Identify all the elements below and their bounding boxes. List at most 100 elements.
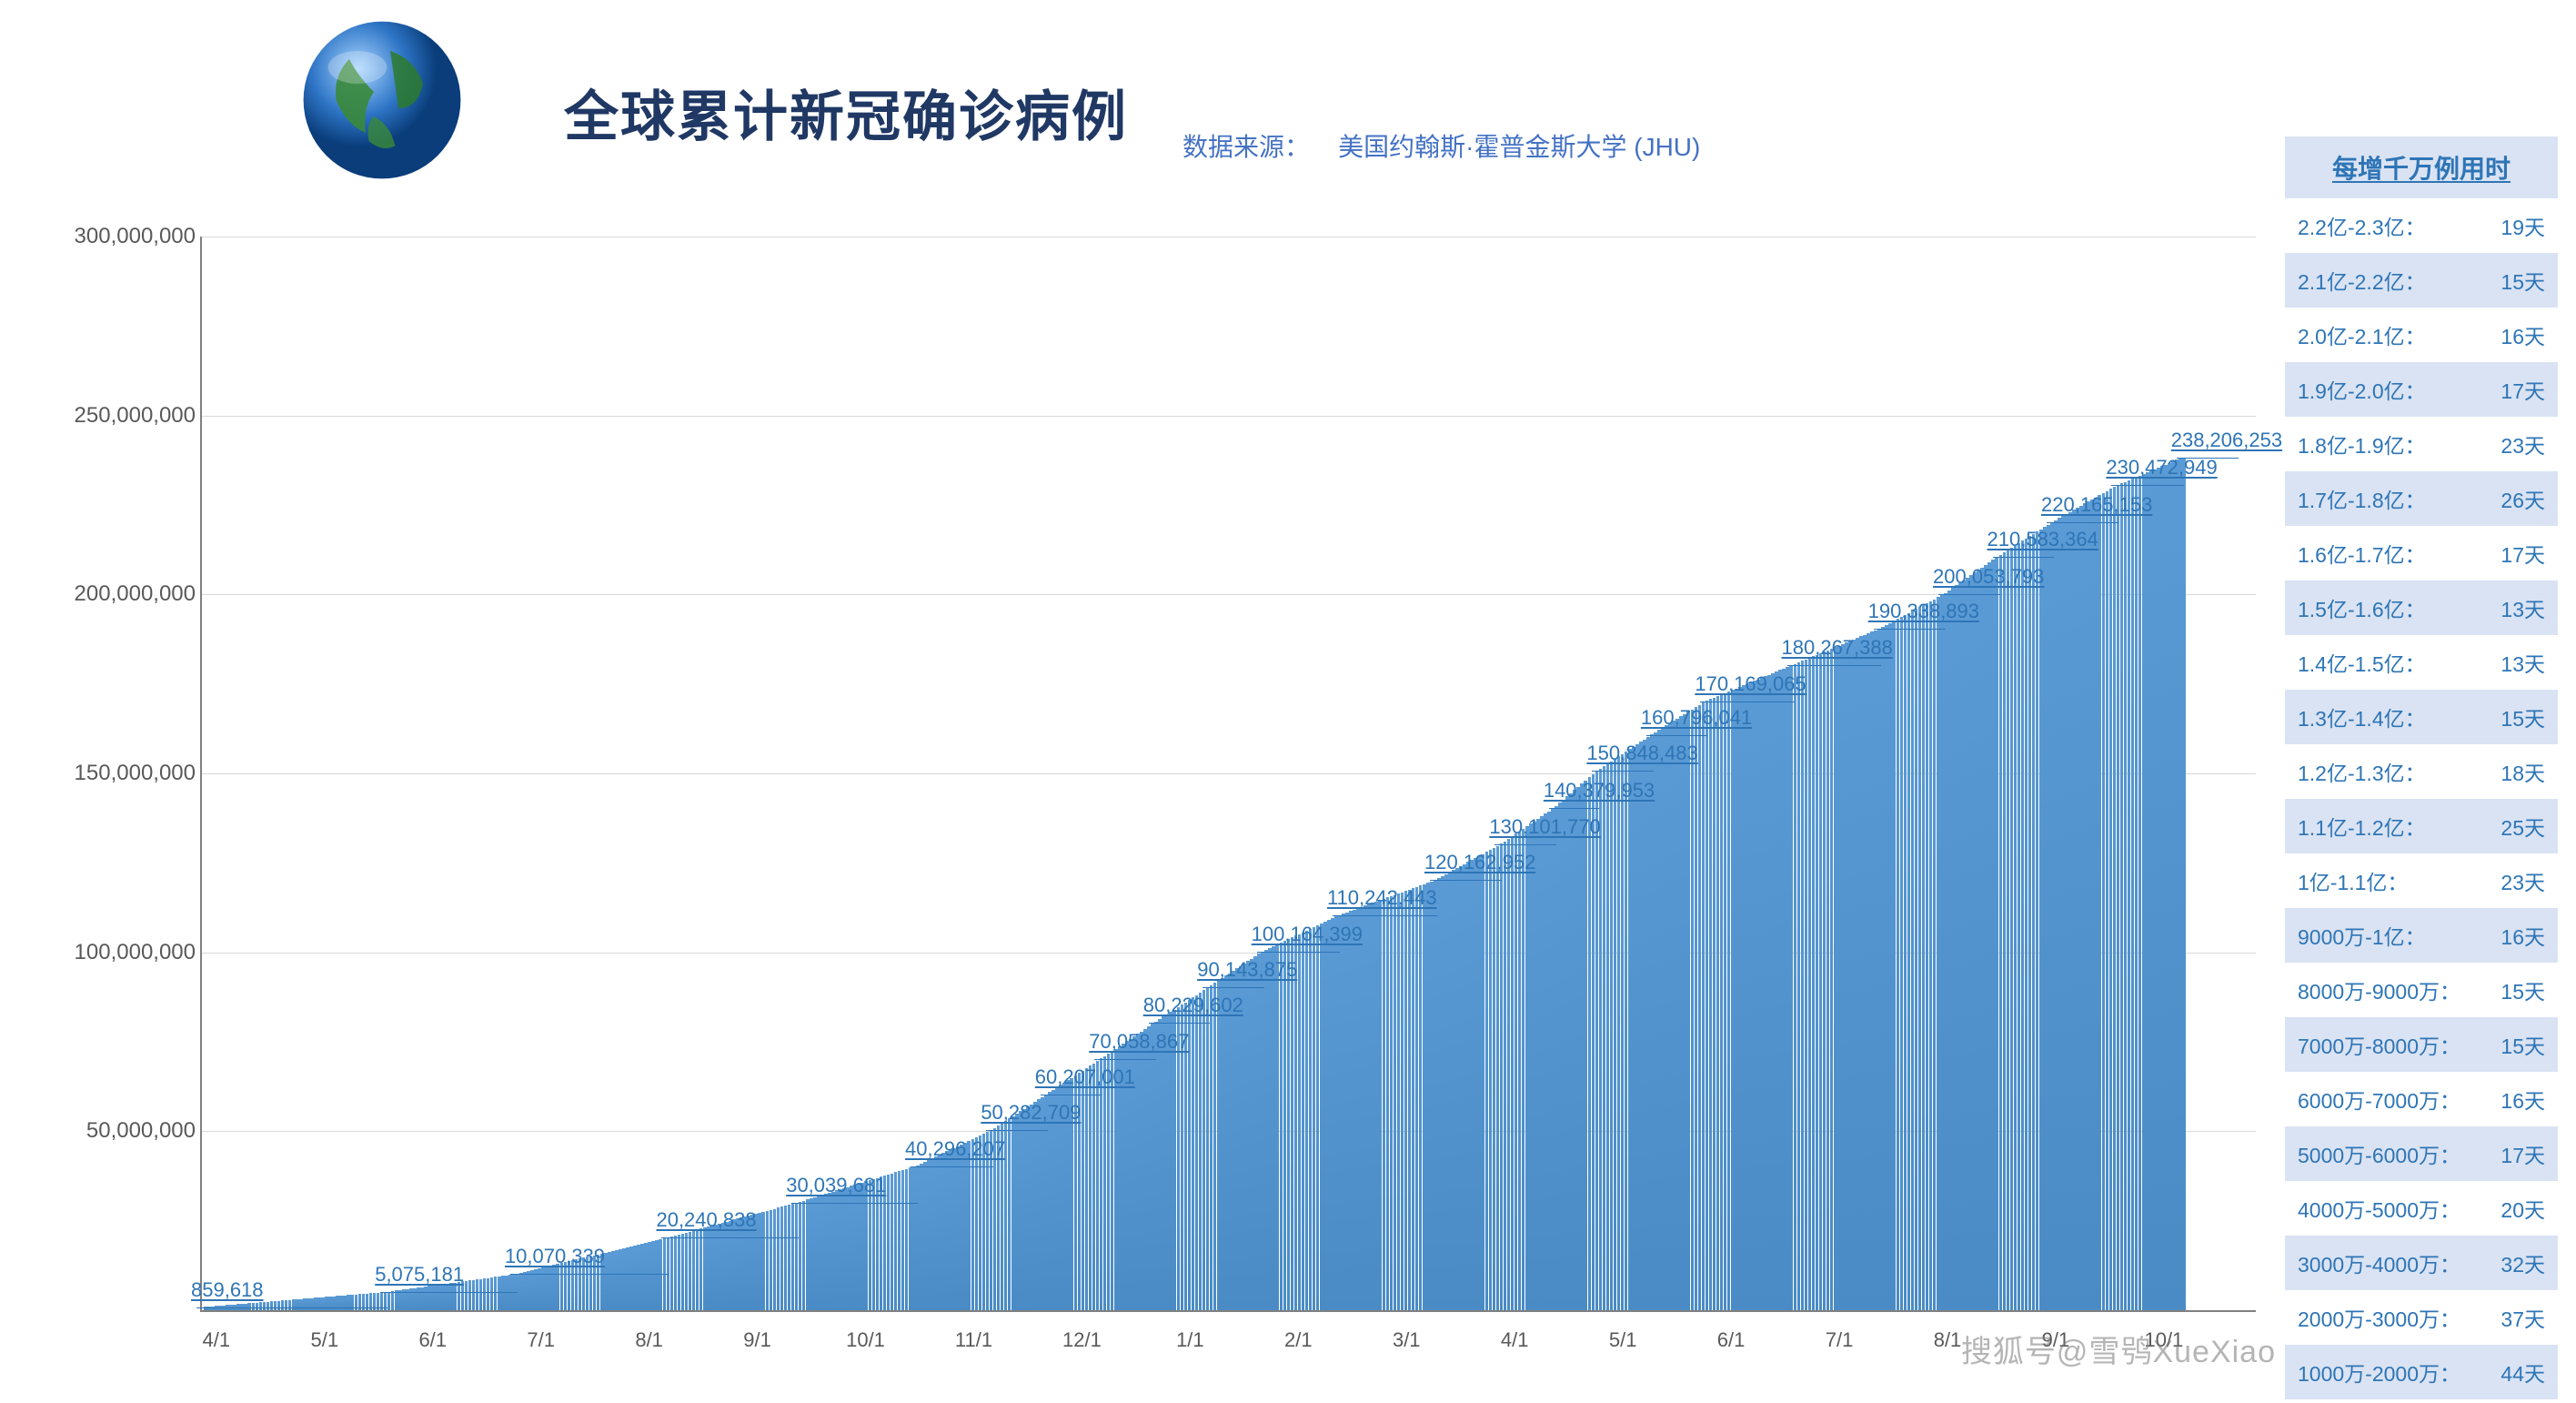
milestone-days: 32天 (2480, 1247, 2545, 1278)
milestone-range: 1.4亿-1.5亿： (2298, 647, 2480, 678)
data-source: 数据来源： 美国约翰斯·霍普金斯大学 (JHU) (1182, 127, 1700, 164)
step-line (1993, 557, 2054, 558)
x-tick-label: 4/1 (1501, 1328, 1529, 1352)
milestone-row: 1.7亿-1.8亿：26天 (2285, 471, 2558, 526)
x-tick-label: 8/1 (635, 1328, 663, 1352)
milestone-days: 16天 (2480, 920, 2545, 951)
x-tick-label: 12/1 (1062, 1328, 1102, 1352)
milestone-range: 1.2亿-1.3亿： (2298, 756, 2480, 787)
y-tick-label: 150,000,000 (75, 761, 196, 786)
milestone-row: 1.6亿-1.7亿：17天 (2285, 526, 2558, 580)
x-tick-label: 5/1 (1609, 1328, 1637, 1352)
milestone-row: 2.0亿-2.1亿：16天 (2285, 308, 2558, 362)
milestone-row: 4000万-5000万：20天 (2285, 1181, 2558, 1236)
milestone-range: 8000万-9000万： (2298, 974, 2480, 1005)
step-line (2111, 485, 2183, 486)
milestone-days: 17天 (2480, 538, 2545, 569)
step-line (1787, 665, 1881, 666)
milestone-row: 1000万-2000万：44天 (2285, 1345, 2558, 1399)
data-label: 40,296,207 (905, 1137, 1005, 1161)
data-label: 160,796,041 (1641, 706, 1752, 730)
milestone-range: 2000万-3000万： (2298, 1302, 2480, 1333)
source-value: 美国约翰斯·霍普金斯大学 (JHU) (1338, 133, 1700, 161)
data-label: 120,162,952 (1424, 851, 1535, 874)
bar (2182, 458, 2186, 1310)
milestone-days: 18天 (2480, 756, 2545, 787)
step-line (1646, 735, 1707, 736)
milestone-row: 1亿-1.1亿：23天 (2285, 853, 2558, 908)
milestone-days: 16天 (2480, 1084, 2545, 1115)
milestone-days: 17天 (2480, 374, 2545, 405)
milestone-row: 7000万-8000万：15天 (2285, 1017, 2558, 1072)
data-label: 130,101,770 (1489, 815, 1600, 839)
x-tick-label: 7/1 (527, 1328, 555, 1352)
x-tick-label: 11/1 (955, 1328, 992, 1352)
milestone-range: 5000万-6000万： (2298, 1138, 2480, 1169)
x-axis-line (200, 1310, 2256, 1312)
data-label: 100,164,399 (1252, 923, 1363, 946)
milestone-row: 2.2亿-2.3亿：19天 (2285, 198, 2558, 253)
milestone-range: 1亿-1.1亿： (2298, 865, 2480, 896)
milestone-row: 3000万-4000万：32天 (2285, 1236, 2558, 1290)
milestone-days: 19天 (2480, 210, 2545, 241)
milestone-range: 2.1亿-2.2亿： (2298, 265, 2480, 296)
milestone-range: 1.8亿-1.9亿： (2298, 429, 2480, 459)
milestone-range: 1.9亿-2.0亿： (2298, 374, 2480, 405)
milestone-range: 1.3亿-1.4亿： (2298, 702, 2480, 732)
x-tick-label: 2/1 (1284, 1328, 1313, 1352)
step-line (661, 1237, 799, 1238)
chart-title: 全球累计新冠确诊病例 (564, 73, 1128, 152)
milestone-range: 1.5亿-1.6亿： (2298, 592, 2480, 623)
x-tick-label: 1/1 (1176, 1328, 1204, 1352)
milestone-row: 1.9亿-2.0亿：17天 (2285, 362, 2558, 417)
milestone-row: 5000万-6000万：17天 (2285, 1126, 2558, 1181)
step-line (1094, 1059, 1155, 1060)
data-label: 60,207,001 (1035, 1065, 1135, 1089)
step-line (791, 1203, 918, 1204)
source-label: 数据来源： (1182, 133, 1310, 161)
milestone-range: 9000万-1亿： (2298, 920, 2480, 951)
step-line (1333, 915, 1437, 916)
bars-container: 859,6185,075,18110,070,33920,240,83830,0… (200, 237, 2256, 1310)
data-label: 230,472,949 (2106, 456, 2217, 479)
milestone-days: 15天 (2480, 265, 2545, 296)
milestone-range: 1.6亿-1.7亿： (2298, 538, 2480, 569)
x-tick-label: 6/1 (1717, 1328, 1746, 1352)
data-label: 200,053,793 (1933, 565, 2044, 589)
data-label: 50,282,709 (981, 1101, 1081, 1125)
milestone-row: 1.4亿-1.5亿：13天 (2285, 635, 2558, 690)
data-label: 20,240,838 (656, 1208, 756, 1232)
milestone-row: 1.8亿-1.9亿：23天 (2285, 417, 2558, 471)
data-label: 859,618 (191, 1278, 264, 1302)
milestone-range: 4000万-5000万： (2298, 1193, 2480, 1224)
y-tick-label: 50,000,000 (86, 1118, 196, 1144)
step-line (911, 1166, 993, 1167)
step-line (1202, 987, 1263, 988)
milestone-row: 2.1亿-2.2亿：15天 (2285, 253, 2558, 308)
milestone-row: 1.2亿-1.3亿：18天 (2285, 744, 2558, 799)
milestone-range: 1.1亿-1.2亿： (2298, 811, 2480, 842)
step-line (1874, 629, 1946, 630)
milestone-row: 6000万-7000万：16天 (2285, 1072, 2558, 1126)
x-tick-label: 7/1 (1826, 1328, 1854, 1352)
data-label: 170,169,065 (1695, 672, 1806, 696)
data-label: 140,379,953 (1544, 779, 1655, 802)
milestone-days: 26天 (2480, 483, 2545, 514)
x-tick-label: 6/1 (418, 1328, 447, 1352)
step-line (1149, 1023, 1210, 1024)
y-tick-label: 100,000,000 (75, 940, 196, 965)
milestone-table-header: 每增千万例用时 (2285, 136, 2558, 198)
x-tick-label: 3/1 (1393, 1328, 1421, 1352)
x-tick-label: 10/1 (846, 1328, 885, 1352)
data-label: 220,165,153 (2041, 493, 2152, 517)
x-tick-label: 9/1 (743, 1328, 771, 1352)
milestone-days: 15天 (2480, 1029, 2545, 1060)
x-tick-label: 4/1 (203, 1328, 231, 1352)
y-axis: 50,000,000100,000,000150,000,000200,000,… (36, 237, 196, 1310)
data-label: 90,143,875 (1197, 958, 1297, 982)
x-tick-label: 5/1 (310, 1328, 338, 1352)
milestone-days: 13天 (2480, 647, 2545, 678)
step-line (510, 1274, 669, 1275)
step-line (1592, 771, 1653, 772)
milestone-range: 7000万-8000万： (2298, 1029, 2480, 1060)
